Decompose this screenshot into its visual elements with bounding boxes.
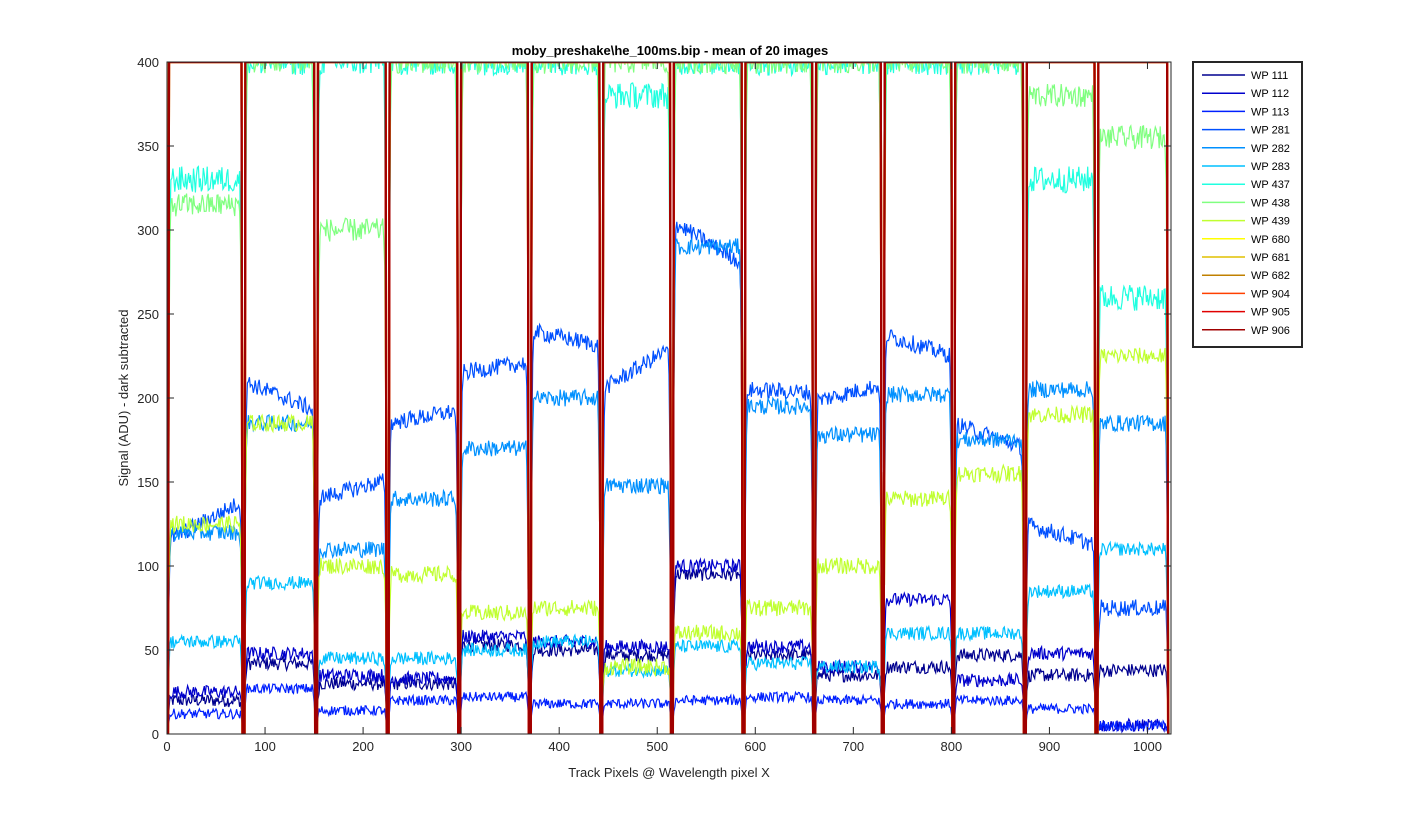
series-line-wp-439 [167,347,1170,734]
x-tick-label: 600 [744,739,766,754]
legend-label: WP 682 [1251,270,1290,282]
x-axis-title: Track Pixels @ Wavelength pixel X [568,765,770,780]
chart-title: moby_preshake\he_100ms.bip - mean of 20 … [512,43,828,58]
y-tick-label: 350 [137,139,159,154]
y-tick-label: 250 [137,307,159,322]
x-tick-label: 100 [254,739,276,754]
legend-label: WP 112 [1251,88,1289,100]
legend-label: WP 905 [1251,307,1290,319]
series-layer [167,62,1170,734]
y-tick-label: 200 [137,391,159,406]
y-tick-label: 150 [137,475,159,490]
legend-label: WP 904 [1251,288,1290,300]
series-line-wp-111 [167,566,1170,734]
x-tick-label: 300 [450,739,472,754]
series-line-wp-113 [167,682,1170,734]
legend-label: WP 111 [1251,70,1288,82]
x-tick-label: 700 [842,739,864,754]
legend-label: WP 906 [1251,325,1290,337]
y-tick-label: 100 [137,559,159,574]
legend-box [1192,61,1303,348]
legend-label: WP 681 [1251,252,1290,264]
y-tick-label: 400 [137,55,159,70]
legend-label: WP 283 [1251,161,1290,173]
x-tick-label: 800 [941,739,963,754]
y-axis-title: Signal (ADU) - dark subtracted [116,309,131,486]
legend-label: WP 437 [1251,179,1290,191]
x-tick-label: 200 [352,739,374,754]
legend-label: WP 680 [1251,234,1290,246]
x-tick-label: 0 [163,739,170,754]
legend-label: WP 438 [1251,197,1290,209]
legend-label: WP 439 [1251,216,1290,228]
legend-label: WP 113 [1251,106,1289,118]
series-line-wp-438 [167,62,1170,734]
legend-label: WP 282 [1251,143,1290,155]
tick-layer: 0 100 200 300 400 500 600 700 800 900 1000 0 50 100 15… [137,55,1171,754]
series-line-wp-282 [167,238,1170,734]
legend-label: WP 281 [1251,125,1290,137]
series-line-wp-112 [167,557,1170,734]
y-tick-label: 0 [152,727,159,742]
x-tick-label: 1000 [1133,739,1162,754]
x-tick-label: 400 [548,739,570,754]
y-tick-label: 50 [145,643,159,658]
y-tick-label: 300 [137,223,159,238]
legend: WP 111 WP 112 WP 113 WP 281 WP 282 WP 283 WP 4… [1192,61,1303,348]
x-tick-label: 500 [646,739,668,754]
x-tick-label: 900 [1039,739,1061,754]
